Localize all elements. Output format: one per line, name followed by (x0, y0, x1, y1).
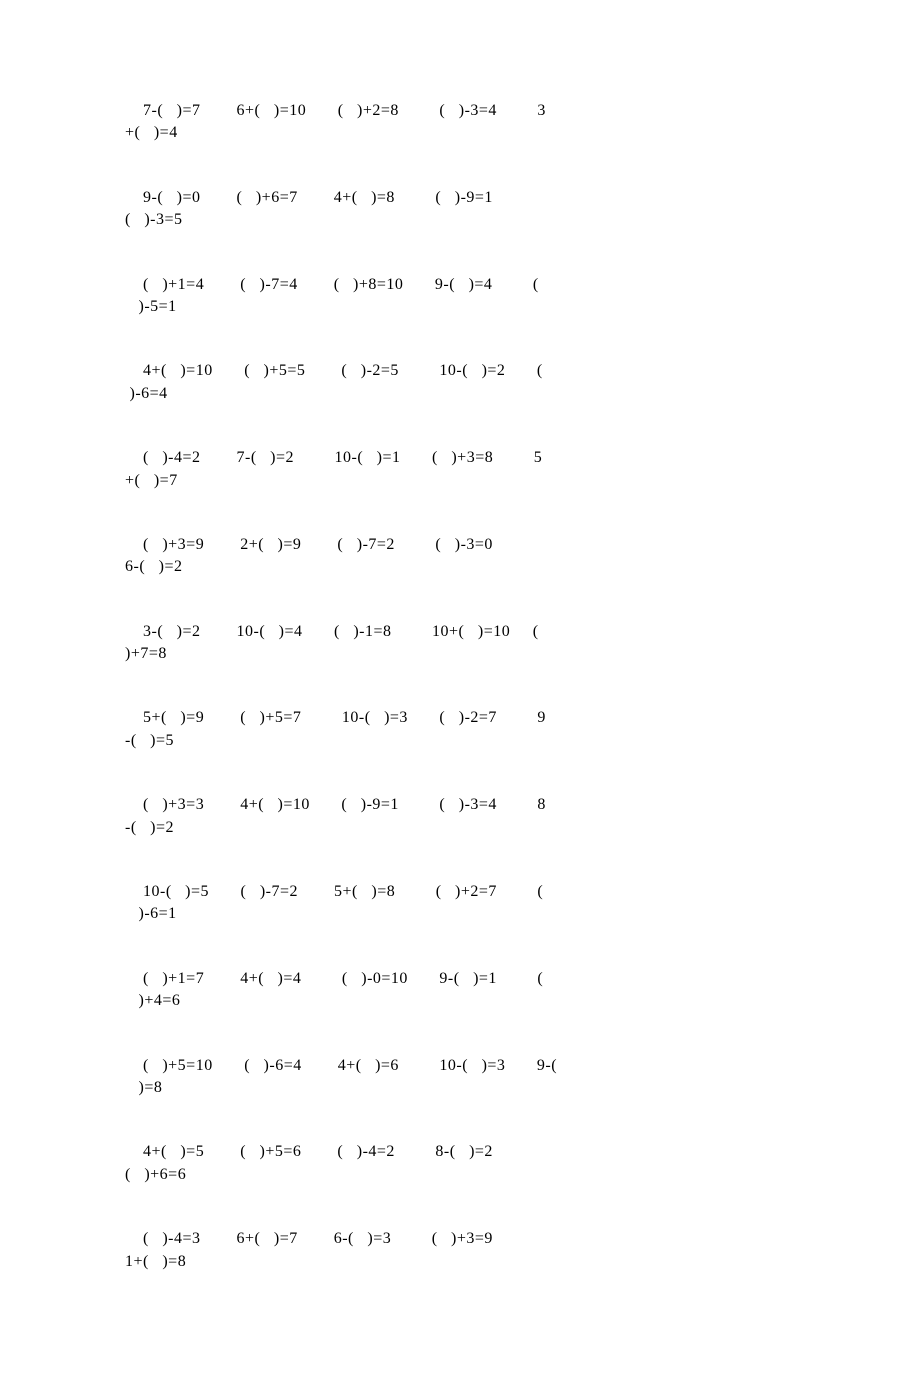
problem-line: +( )=4 (125, 122, 795, 144)
problem-group: ( )+1=7 4+( )=4 ( )-0=10 9-( )=1 ( )+4=6 (125, 968, 795, 1013)
problem-line: 3-( )=2 10-( )=4 ( )-1=8 10+( )=10 ( (125, 621, 795, 643)
problem-line: )+4=6 (125, 990, 795, 1012)
problem-group: 9-( )=0 ( )+6=7 4+( )=8 ( )-9=1 ( )-3=5 (125, 187, 795, 232)
problem-line: ( )+5=10 ( )-6=4 4+( )=6 10-( )=3 9-( (125, 1055, 795, 1077)
problem-line: -( )=5 (125, 730, 795, 752)
problem-line: 4+( )=5 ( )+5=6 ( )-4=2 8-( )=2 (125, 1141, 795, 1163)
problem-group: ( )+1=4 ( )-7=4 ( )+8=10 9-( )=4 ( )-5=1 (125, 274, 795, 319)
problem-line: ( )+3=9 2+( )=9 ( )-7=2 ( )-3=0 (125, 534, 795, 556)
problem-line: )-6=1 (125, 903, 795, 925)
problem-group: ( )-4=3 6+( )=7 6-( )=3 ( )+3=9 1+( )=8 (125, 1228, 795, 1273)
worksheet-body: 7-( )=7 6+( )=10 ( )+2=8 ( )-3=4 3+( )=4… (125, 100, 795, 1273)
problem-line: 10-( )=5 ( )-7=2 5+( )=8 ( )+2=7 ( (125, 881, 795, 903)
problem-group: 5+( )=9 ( )+5=7 10-( )=3 ( )-2=7 9-( )=5 (125, 707, 795, 752)
problem-line: 4+( )=10 ( )+5=5 ( )-2=5 10-( )=2 ( (125, 360, 795, 382)
problem-line: )-5=1 (125, 296, 795, 318)
problem-line: )-6=4 (125, 383, 795, 405)
problem-line: -( )=2 (125, 817, 795, 839)
problem-line: ( )+6=6 (125, 1164, 795, 1186)
problem-line: )=8 (125, 1077, 795, 1099)
problem-group: 4+( )=5 ( )+5=6 ( )-4=2 8-( )=2 ( )+6=6 (125, 1141, 795, 1186)
problem-group: 3-( )=2 10-( )=4 ( )-1=8 10+( )=10 ( )+7… (125, 621, 795, 666)
problem-line: ( )-3=5 (125, 209, 795, 231)
problem-group: 7-( )=7 6+( )=10 ( )+2=8 ( )-3=4 3+( )=4 (125, 100, 795, 145)
problem-line: ( )+1=7 4+( )=4 ( )-0=10 9-( )=1 ( (125, 968, 795, 990)
problem-line: 5+( )=9 ( )+5=7 10-( )=3 ( )-2=7 9 (125, 707, 795, 729)
problem-line: ( )-4=3 6+( )=7 6-( )=3 ( )+3=9 (125, 1228, 795, 1250)
problem-group: ( )+3=3 4+( )=10 ( )-9=1 ( )-3=4 8-( )=2 (125, 794, 795, 839)
problem-line: 6-( )=2 (125, 556, 795, 578)
problem-line: 1+( )=8 (125, 1251, 795, 1273)
problem-line: )+7=8 (125, 643, 795, 665)
problem-line: ( )-4=2 7-( )=2 10-( )=1 ( )+3=8 5 (125, 447, 795, 469)
problem-line: 9-( )=0 ( )+6=7 4+( )=8 ( )-9=1 (125, 187, 795, 209)
problem-line: ( )+3=3 4+( )=10 ( )-9=1 ( )-3=4 8 (125, 794, 795, 816)
problem-line: 7-( )=7 6+( )=10 ( )+2=8 ( )-3=4 3 (125, 100, 795, 122)
problem-group: ( )+3=9 2+( )=9 ( )-7=2 ( )-3=0 6-( )=2 (125, 534, 795, 579)
problem-group: 4+( )=10 ( )+5=5 ( )-2=5 10-( )=2 ( )-6=… (125, 360, 795, 405)
problem-line: +( )=7 (125, 470, 795, 492)
problem-group: ( )-4=2 7-( )=2 10-( )=1 ( )+3=8 5+( )=7 (125, 447, 795, 492)
problem-line: ( )+1=4 ( )-7=4 ( )+8=10 9-( )=4 ( (125, 274, 795, 296)
problem-group: ( )+5=10 ( )-6=4 4+( )=6 10-( )=3 9-( )=… (125, 1055, 795, 1100)
problem-group: 10-( )=5 ( )-7=2 5+( )=8 ( )+2=7 ( )-6=1 (125, 881, 795, 926)
